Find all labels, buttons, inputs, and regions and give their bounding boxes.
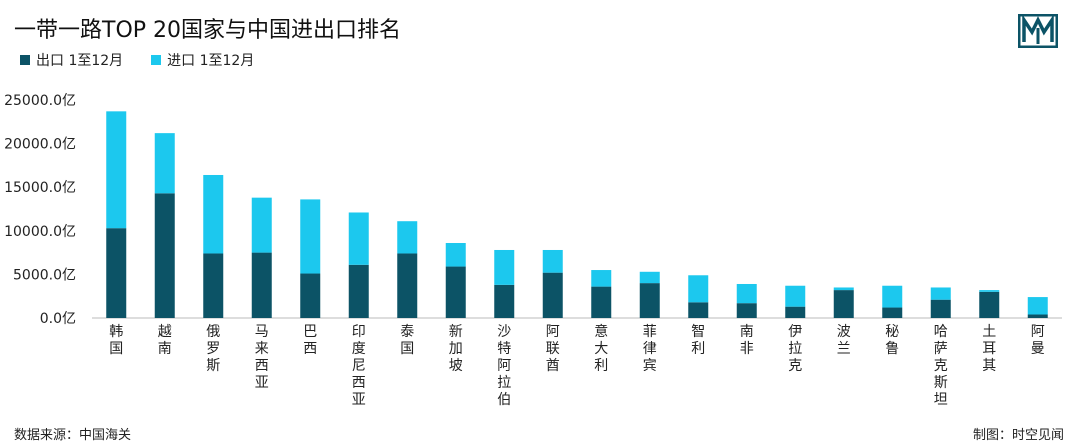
bar-chart: 25000.0亿 20000.0亿 15000.0亿 10000.0亿 5000.0亿 0… [4,93,1062,408]
y-tick-label: 10000.0亿 [4,224,76,240]
bar-export [1027,314,1048,318]
bar-export [639,283,660,318]
bar-import [1027,297,1048,315]
bar-import [154,133,175,194]
data-source: 数据来源：中国海关 [14,428,132,443]
bar-export [203,253,224,318]
chart-title: 一带一路TOP 20国家与中国进出口排名 [14,18,402,43]
bar-import [785,285,806,307]
x-category-label: 南非 [740,324,754,357]
x-category-label: 秘鲁 [885,324,899,357]
bar-export [106,228,127,318]
bar-export [542,272,563,318]
x-category-label: 马来西亚 [255,324,269,391]
x-category-label: 土耳其 [982,324,996,374]
x-category-label: 智利 [691,324,705,357]
bar-import [300,199,321,274]
bar-export [251,252,272,318]
chart-legend: 出口 1至12月 进口 1至12月 [20,50,254,70]
x-category-label: 印度尼西亚 [352,324,366,408]
bar-export [397,253,418,318]
y-tick-label: 25000.0亿 [4,93,76,109]
bar-export [348,264,369,318]
bar-export [979,291,1000,318]
bar-export [930,299,951,318]
x-category-label: 哈萨克斯坦 [934,324,948,408]
bar-import [251,197,272,253]
bar-export [591,286,612,318]
bar-import [494,249,515,285]
bar-import [348,212,369,265]
x-category-label: 越南 [158,324,172,357]
legend-swatch-export [20,55,30,65]
x-category-label: 伊拉克 [788,324,802,374]
brand-logo-icon [1018,14,1058,48]
bar-import [639,271,660,284]
legend-swatch-import [151,55,162,65]
y-tick-label: 0.0亿 [40,311,76,327]
x-category-label: 泰国 [400,324,414,357]
bar-import [542,249,563,273]
bar-import [445,243,466,267]
legend-label-import: 进口 1至12月 [167,53,255,69]
bar-export [785,306,806,318]
x-category-label: 阿联酋 [546,324,560,374]
x-category-label: 巴西 [303,324,317,357]
bar-export [300,273,321,318]
bar-import [106,111,127,229]
x-category-label: 阿曼 [1031,324,1045,357]
x-category-label: 新加坡 [449,324,463,374]
bar-export [736,303,757,318]
bar-export [688,302,709,318]
y-tick-label: 5000.0亿 [13,267,76,283]
bar-export [445,266,466,318]
bar-import [203,174,224,254]
bar-import [591,270,612,287]
x-category-label: 沙特阿拉伯 [497,324,511,408]
x-category-label: 意大利 [594,323,608,374]
legend-item-import: 进口 1至12月 [151,50,254,70]
x-category-label: 菲律宾 [643,324,657,374]
bar-import [736,283,757,304]
bar-export [154,193,175,318]
x-category-label: 韩国 [109,324,123,357]
y-tick-label: 20000.0亿 [4,137,76,153]
bar-import [930,287,951,300]
x-category-label: 波兰 [837,324,851,357]
bar-import [882,285,903,308]
x-category-label: 俄罗斯 [206,324,220,374]
bar-import [688,275,709,303]
bar-import [979,290,1000,292]
bar-export [882,307,903,318]
bar-import [397,221,418,254]
legend-item-export: 出口 1至12月 [20,50,123,70]
legend-label-export: 出口 1至12月 [36,53,124,69]
bar-export [494,284,515,318]
chart-credit: 制图：时空见闻 [973,428,1065,443]
y-tick-label: 15000.0亿 [4,180,76,196]
bar-export [833,290,854,318]
bar-import [833,287,854,291]
